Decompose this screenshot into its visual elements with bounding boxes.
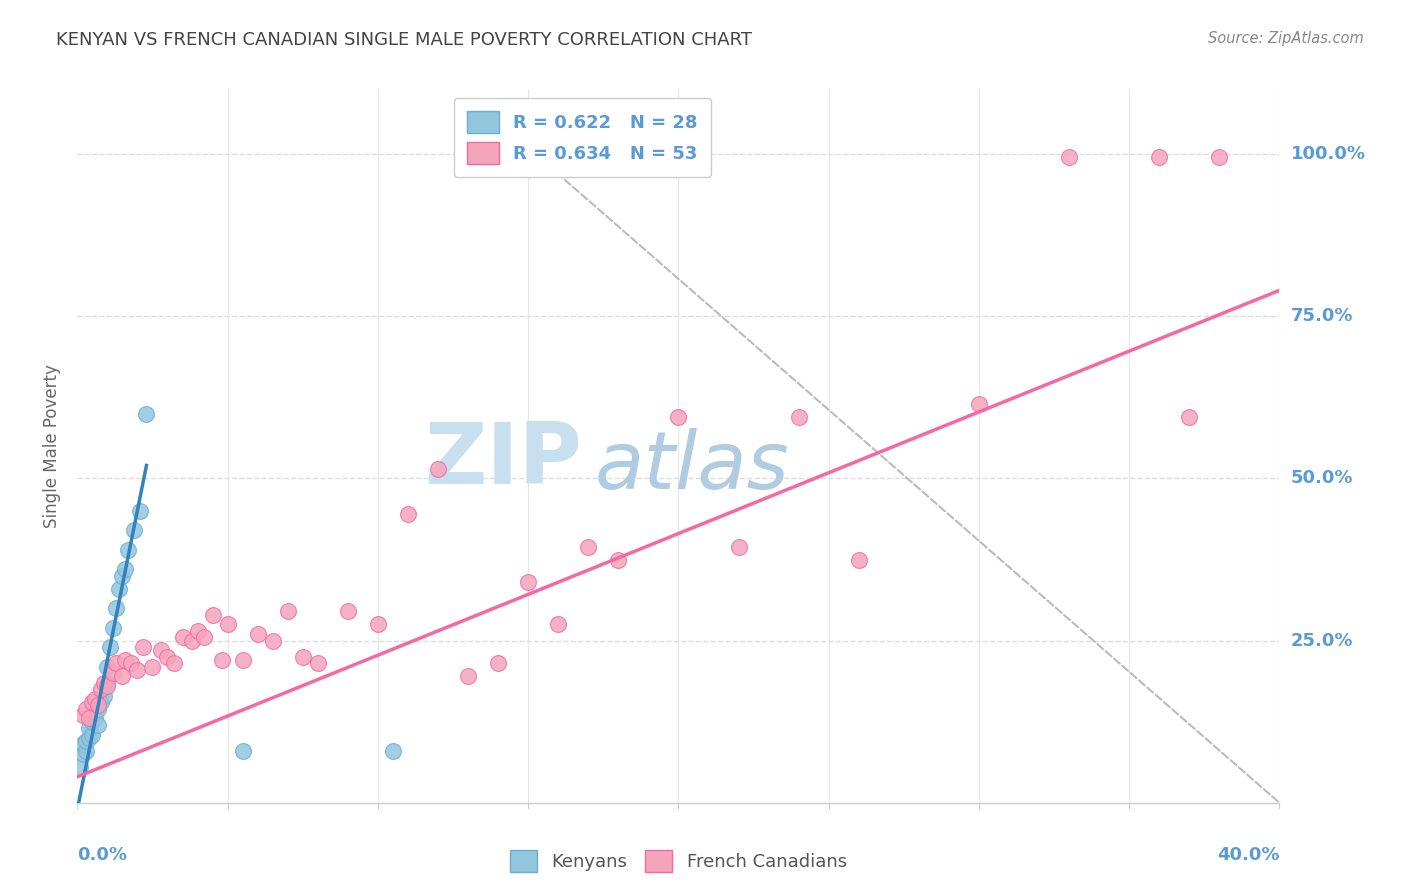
Point: [427, 461, 450, 475]
Point: [232, 744, 254, 758]
Point: [93, 675, 115, 690]
Point: [84, 711, 107, 725]
Point: [1057, 150, 1080, 164]
Point: [457, 669, 479, 683]
Point: [75, 702, 97, 716]
Point: [201, 607, 224, 622]
Text: 40.0%: 40.0%: [1218, 846, 1279, 863]
Point: [486, 657, 509, 671]
Point: [1208, 150, 1230, 164]
Point: [75, 734, 97, 748]
Point: [108, 582, 131, 596]
Point: [96, 659, 118, 673]
Point: [180, 633, 202, 648]
Point: [396, 507, 419, 521]
Point: [111, 669, 134, 683]
Point: [90, 682, 112, 697]
Point: [232, 653, 254, 667]
Point: [117, 542, 139, 557]
Text: 0.0%: 0.0%: [77, 846, 128, 863]
Point: [105, 657, 128, 671]
Point: [132, 640, 155, 654]
Point: [381, 744, 404, 758]
Point: [367, 617, 389, 632]
Point: [967, 397, 990, 411]
Point: [607, 552, 630, 566]
Point: [114, 653, 136, 667]
Point: [120, 657, 142, 671]
Point: [576, 540, 599, 554]
Point: [72, 738, 94, 752]
Point: [87, 718, 110, 732]
Point: [291, 649, 314, 664]
Text: KENYAN VS FRENCH CANADIAN SINGLE MALE POVERTY CORRELATION CHART: KENYAN VS FRENCH CANADIAN SINGLE MALE PO…: [56, 31, 752, 49]
Point: [211, 653, 233, 667]
Point: [96, 675, 118, 690]
Point: [87, 698, 110, 713]
Point: [103, 621, 125, 635]
Point: [72, 708, 94, 723]
Point: [156, 649, 179, 664]
Point: [96, 679, 118, 693]
Text: Source: ZipAtlas.com: Source: ZipAtlas.com: [1208, 31, 1364, 46]
Point: [82, 714, 104, 729]
Point: [114, 562, 136, 576]
Point: [84, 692, 107, 706]
Point: [90, 695, 112, 709]
Point: [124, 524, 146, 538]
Point: [141, 659, 163, 673]
Point: [262, 633, 284, 648]
Text: 100.0%: 100.0%: [1291, 145, 1365, 163]
Legend: Kenyans, French Canadians: Kenyans, French Canadians: [502, 843, 855, 880]
Point: [1149, 150, 1171, 164]
Point: [517, 575, 540, 590]
Point: [100, 640, 122, 654]
Point: [79, 721, 101, 735]
Point: [79, 711, 101, 725]
Point: [336, 604, 359, 618]
Point: [79, 731, 101, 745]
Point: [307, 657, 329, 671]
Point: [103, 666, 125, 681]
Text: 75.0%: 75.0%: [1291, 307, 1353, 326]
Point: [105, 601, 128, 615]
Point: [162, 657, 184, 671]
Point: [668, 409, 690, 424]
Point: [186, 624, 209, 638]
Y-axis label: Single Male Poverty: Single Male Poverty: [44, 364, 62, 528]
Point: [727, 540, 749, 554]
Point: [75, 744, 97, 758]
Point: [87, 702, 110, 716]
Point: [82, 695, 104, 709]
Point: [150, 643, 173, 657]
Point: [547, 617, 569, 632]
Point: [277, 604, 299, 618]
Point: [787, 409, 810, 424]
Text: atlas: atlas: [595, 428, 789, 507]
Point: [69, 760, 91, 774]
Point: [93, 689, 115, 703]
Point: [848, 552, 870, 566]
Text: 25.0%: 25.0%: [1291, 632, 1353, 649]
Point: [217, 617, 239, 632]
Point: [172, 631, 194, 645]
Point: [135, 407, 157, 421]
Point: [111, 568, 134, 582]
Point: [129, 504, 152, 518]
Text: ZIP: ZIP: [425, 418, 582, 502]
Text: 50.0%: 50.0%: [1291, 469, 1353, 487]
Point: [1178, 409, 1201, 424]
Point: [127, 663, 149, 677]
Point: [246, 627, 269, 641]
Point: [82, 728, 104, 742]
Point: [72, 747, 94, 761]
Point: [193, 631, 215, 645]
